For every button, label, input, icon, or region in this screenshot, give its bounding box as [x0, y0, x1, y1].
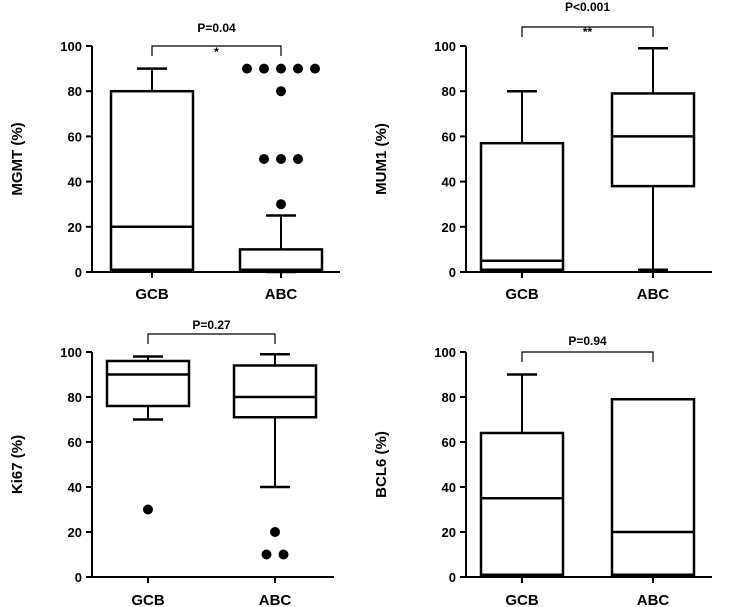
- category-label-abc: ABC: [265, 286, 298, 303]
- y-tick-label: 60: [442, 435, 456, 450]
- y-axis-label: MUM1 (%): [373, 123, 390, 195]
- outlier-point: [276, 86, 286, 97]
- box-gcb: [479, 141, 565, 271]
- outlier-point: [242, 63, 252, 74]
- outlier-point: [261, 549, 272, 560]
- category-label-gcb: GCB: [505, 286, 539, 303]
- box-gcb: [479, 431, 565, 576]
- category-label-gcb: GCB: [131, 592, 165, 607]
- outlier-point: [276, 154, 286, 164]
- y-tick-label: 80: [442, 390, 456, 405]
- y-tick-label: 0: [449, 265, 456, 280]
- significance-bracket: [521, 351, 654, 362]
- box-abc: [610, 398, 696, 576]
- significance-stars: *: [214, 45, 219, 59]
- category-label-abc: ABC: [259, 592, 292, 607]
- box-abc: [610, 92, 696, 188]
- outlier-point: [310, 63, 320, 74]
- p-value-label: P<0.001: [565, 0, 610, 14]
- y-tick-label: 0: [449, 570, 456, 585]
- significance-bracket: [521, 26, 654, 37]
- y-tick-label: 20: [442, 220, 456, 235]
- box-abc: [232, 364, 318, 419]
- significance-stars: **: [583, 25, 593, 39]
- category-label-gcb: GCB: [135, 286, 169, 303]
- box-gcb: [105, 359, 191, 408]
- y-tick-label: 100: [60, 39, 82, 54]
- y-tick-label: 40: [442, 175, 456, 190]
- y-tick-label: 60: [68, 129, 82, 144]
- y-axis-label: MGMT (%): [9, 122, 26, 195]
- p-value-label: P=0.27: [192, 318, 231, 332]
- category-label-abc: ABC: [637, 286, 670, 303]
- y-tick-label: 20: [442, 525, 456, 540]
- y-tick-label: 100: [60, 345, 82, 360]
- y-tick-label: 40: [442, 480, 456, 495]
- y-tick-label: 20: [68, 525, 82, 540]
- y-axis-label: BCL6 (%): [373, 431, 390, 498]
- y-tick-label: 80: [68, 390, 82, 405]
- p-value-label: P=0.94: [568, 334, 607, 348]
- category-label-abc: ABC: [637, 592, 670, 607]
- significance-bracket: [151, 45, 282, 56]
- box-gcb: [109, 89, 195, 271]
- y-tick-label: 0: [75, 570, 82, 585]
- y-tick-label: 80: [68, 84, 82, 99]
- y-axis-label: Ki67 (%): [9, 435, 26, 494]
- outlier-point: [278, 549, 289, 560]
- y-tick-label: 0: [75, 265, 82, 280]
- outlier-point: [259, 154, 269, 164]
- y-tick-label: 20: [68, 220, 82, 235]
- y-tick-label: 40: [68, 480, 82, 495]
- y-tick-label: 40: [68, 175, 82, 190]
- y-tick-label: 80: [442, 84, 456, 99]
- outlier-point: [276, 199, 286, 210]
- y-tick-label: 60: [442, 129, 456, 144]
- outlier-point: [276, 63, 286, 74]
- outlier-point: [259, 63, 269, 74]
- outlier-point: [293, 154, 303, 164]
- y-tick-label: 100: [434, 345, 456, 360]
- outlier-point: [293, 63, 303, 74]
- outlier-point: [270, 527, 280, 537]
- box-abc: [238, 248, 324, 271]
- p-value-label: P=0.04: [197, 21, 236, 35]
- y-tick-label: 100: [434, 39, 456, 54]
- category-label-gcb: GCB: [505, 592, 539, 607]
- significance-bracket: [147, 333, 276, 344]
- y-tick-label: 60: [68, 435, 82, 450]
- outlier-point: [143, 504, 153, 515]
